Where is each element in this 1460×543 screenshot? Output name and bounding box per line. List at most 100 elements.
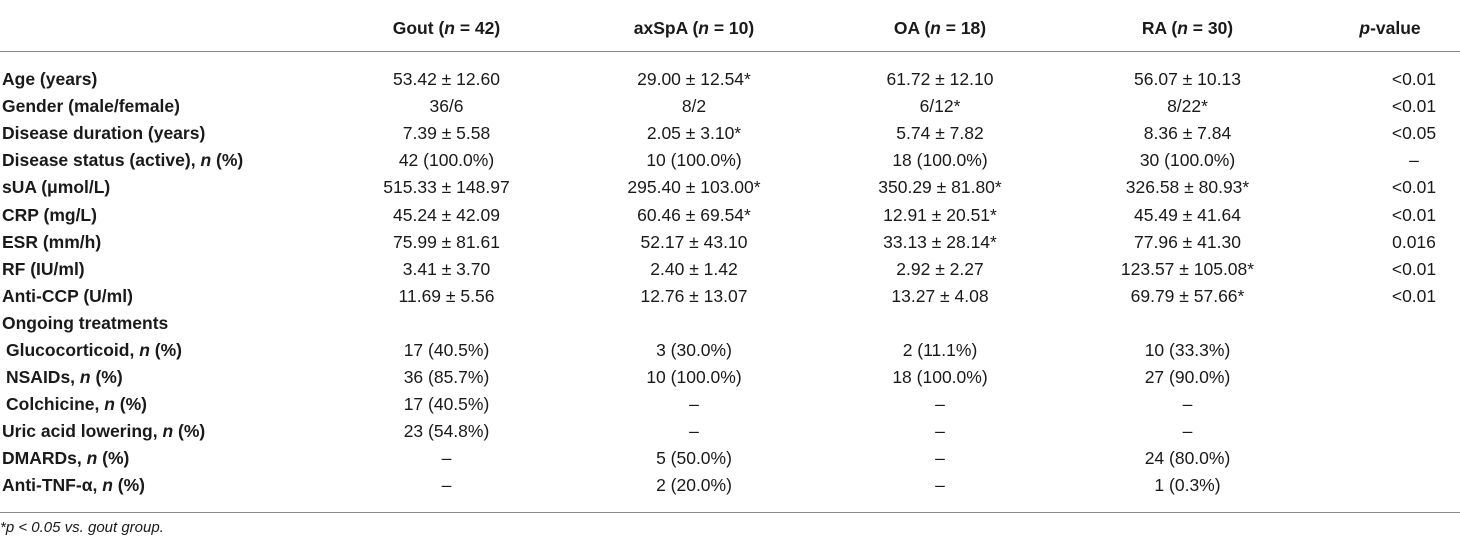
cell-gout: 515.33 ± 148.97 <box>383 177 510 198</box>
cell-oa: – <box>935 448 945 469</box>
row-label-italic: n <box>104 394 115 415</box>
cell-ra: 8/22* <box>1167 96 1208 117</box>
cell-gout: 17 (40.5%) <box>403 394 490 415</box>
row-label: Anti-CCP (U/ml) <box>2 285 133 306</box>
cell-oa: – <box>935 421 945 442</box>
cell-axspa: 60.46 ± 69.54* <box>637 204 751 225</box>
cell-gout: – <box>441 448 452 469</box>
cell-gout: 23 (54.8%) <box>403 421 490 442</box>
cell-gout: 17 (40.5%) <box>403 339 490 360</box>
cell-ra: 77.96 ± 41.30 <box>1134 231 1241 252</box>
cell-ra: 123.57 ± 105.08* <box>1120 258 1255 279</box>
row-label-italic: n <box>79 367 91 388</box>
row-label: Colchicine, n (%) <box>0 391 330 418</box>
cell-oa: – <box>935 475 945 496</box>
cell-oa: 61.72 ± 12.10 <box>886 69 994 90</box>
cell-axspa: 29.00 ± 12.54* <box>637 69 751 90</box>
cell-gout <box>330 310 563 337</box>
table-row: Gender (male/female) 36/6 8/2 6/12* 8/22* <0.… <box>0 93 1460 120</box>
row-label-italic: n <box>200 150 212 171</box>
cell-axspa: 10 (100.0%) <box>646 150 742 171</box>
cell-ra <box>1055 310 1320 337</box>
p-value-cell: <0.01 <box>1391 285 1437 306</box>
header-label-cell <box>0 5 330 52</box>
table-body: Age (years) 53.42 ± 12.60 29.00 ± 12.54* 61… <box>0 66 1460 500</box>
row-label-suffix: (%) <box>97 448 130 469</box>
table-header-row: Gout (n = 42) axSpA (n = 10) OA (n = 18)… <box>0 5 1460 52</box>
row-label: Gender (male/female) <box>2 96 180 117</box>
row-label: Disease duration (years) <box>2 123 206 144</box>
row-label-text: Anti-TNF-α, <box>2 475 103 496</box>
cell-ra: – <box>1182 421 1193 442</box>
cell-gout: 45.24 ± 42.09 <box>393 204 500 225</box>
p-value-cell <box>1320 310 1460 337</box>
cell-ra: 10 (33.3%) <box>1144 339 1231 360</box>
clinical-characteristics-table: Gout (n = 42) axSpA (n = 10) OA (n = 18)… <box>0 5 1460 500</box>
p-value-cell <box>1320 391 1460 418</box>
p-value-cell: <0.01 <box>1391 258 1437 279</box>
cell-oa: 18 (100.0%) <box>892 150 988 171</box>
row-label: Ongoing treatments <box>2 312 169 333</box>
table-row: Ongoing treatments <box>0 310 1460 337</box>
cell-gout: 36 (85.7%) <box>403 367 490 388</box>
header-p-value: p-value <box>1320 5 1460 52</box>
table-row: NSAIDs, n (%) 36 (85.7%) 10 (100.0%) 18 (10… <box>0 364 1460 391</box>
row-label-text: NSAIDs, <box>6 367 80 388</box>
table-row: sUA (μmol/L) 515.33 ± 148.97 295.40 ± 103.… <box>0 174 1460 201</box>
cell-gout: 36/6 <box>429 96 464 117</box>
header-gout: Gout (n = 42) <box>330 5 563 52</box>
row-label-italic: n <box>102 475 113 496</box>
cell-oa: 2.92 ± 2.27 <box>896 258 984 279</box>
row-label: sUA (μmol/L) <box>2 177 111 198</box>
cell-axspa: – <box>689 421 699 442</box>
row-label-italic: n <box>86 448 98 469</box>
table-row: DMARDs, n (%) – 5 (50.0%) – 24 (80.0%) <box>0 445 1460 472</box>
cell-gout: 11.69 ± 5.56 <box>398 285 495 306</box>
cell-oa: 5.74 ± 7.82 <box>896 123 984 144</box>
header-oa: OA (n = 18) <box>825 5 1055 52</box>
row-label: CRP (mg/L) <box>2 204 97 225</box>
row-label: NSAIDs, n (%) <box>0 364 330 391</box>
cell-oa: 350.29 ± 81.80* <box>878 177 1002 198</box>
cell-axspa: 295.40 ± 103.00* <box>627 177 761 198</box>
cell-oa: 33.13 ± 28.14* <box>883 231 997 252</box>
cell-oa: 18 (100.0%) <box>892 367 988 388</box>
row-label-text: DMARDs, <box>2 448 87 469</box>
row-label-text: Disease status (active), <box>2 150 201 171</box>
cell-oa: 12.91 ± 20.51* <box>883 204 997 225</box>
cell-gout: 53.42 ± 12.60 <box>393 69 500 90</box>
cell-ra: 1 (0.3%) <box>1154 475 1221 496</box>
table-row: Uric acid lowering, n (%) 23 (54.8%) – – – <box>0 418 1460 445</box>
p-value-cell <box>1320 364 1460 391</box>
row-label: ESR (mm/h) <box>2 231 102 252</box>
cell-gout: 75.99 ± 81.61 <box>393 231 500 252</box>
cell-axspa: 2 (20.0%) <box>656 475 732 496</box>
row-label-italic: n <box>162 421 174 442</box>
row-label: Age (years) <box>2 69 98 90</box>
cell-ra: – <box>1182 394 1193 415</box>
header-axspa: axSpA (n = 10) <box>563 5 825 52</box>
row-label-suffix: (%) <box>173 421 206 442</box>
row-label-suffix: (%) <box>90 367 123 388</box>
cell-axspa: 5 (50.0%) <box>656 448 732 469</box>
cell-ra: 8.36 ± 7.84 <box>1143 123 1232 144</box>
cell-axspa: 3 (30.0%) <box>656 339 732 360</box>
cell-oa: – <box>935 394 945 415</box>
table-row: Anti-CCP (U/ml) 11.69 ± 5.56 12.76 ± 13.07… <box>0 283 1460 310</box>
cell-oa: 2 (11.1%) <box>902 339 978 360</box>
cell-axspa: – <box>689 394 699 415</box>
table-row: Glucocorticoid, n (%) 17 (40.5%) 3 (30.0%)… <box>0 337 1460 364</box>
table-footnote: *p < 0.05 vs. gout group. <box>0 519 164 536</box>
cell-ra: 27 (90.0%) <box>1144 367 1231 388</box>
cell-gout: 7.39 ± 5.58 <box>402 123 491 144</box>
p-value-cell <box>1320 472 1460 499</box>
row-label: Uric acid lowering, n (%) <box>0 418 330 445</box>
header-ra: RA (n = 30) <box>1055 5 1320 52</box>
row-label-suffix: (%) <box>211 150 244 171</box>
cell-axspa: 10 (100.0%) <box>646 367 742 388</box>
row-label: Glucocorticoid, n (%) <box>0 337 330 364</box>
cell-ra: 56.07 ± 10.13 <box>1134 69 1241 90</box>
row-label-suffix: (%) <box>112 475 145 496</box>
table-row: Colchicine, n (%) 17 (40.5%) – – – <box>0 391 1460 418</box>
cell-gout: 3.41 ± 3.70 <box>402 258 491 279</box>
